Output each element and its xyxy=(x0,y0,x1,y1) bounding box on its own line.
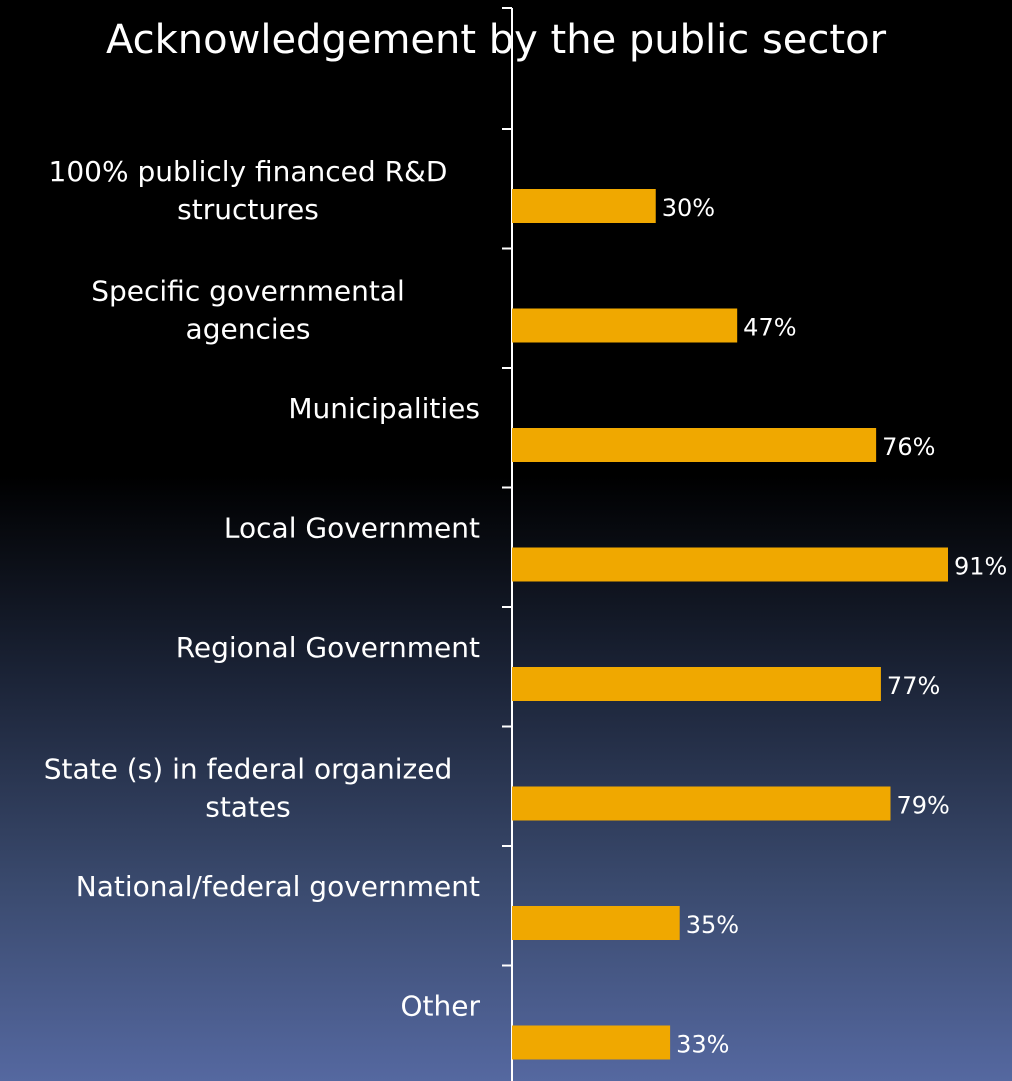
category-label: National/federal government xyxy=(76,870,480,903)
value-label: 77% xyxy=(887,672,940,700)
value-label: 30% xyxy=(662,194,715,222)
bar xyxy=(512,189,656,223)
value-label: 47% xyxy=(743,314,796,342)
category-label: State (s) in federal organized states xyxy=(44,753,453,824)
bar xyxy=(512,1025,671,1060)
value-label: 35% xyxy=(686,911,739,939)
bar xyxy=(512,786,891,821)
category-label: Local Government xyxy=(224,512,480,545)
bar xyxy=(512,667,881,701)
category-label: Specific governmental agencies xyxy=(91,275,405,346)
bar xyxy=(512,547,948,582)
bars xyxy=(512,189,948,1060)
category-axis xyxy=(502,7,513,1081)
category-label: Regional Government xyxy=(176,631,480,664)
value-label: 33% xyxy=(676,1031,729,1059)
chart-title: Acknowledgement by the public sector xyxy=(106,17,887,63)
bar xyxy=(512,308,738,343)
category-label: Municipalities xyxy=(288,392,480,425)
category-label: Other xyxy=(400,990,480,1023)
bar xyxy=(512,906,680,940)
category-label: 100% publicly financed R&D structures xyxy=(49,155,448,226)
value-label: 76% xyxy=(882,433,935,461)
value-labels: 30% 47% 76% 91% 77% 79% 35% 33% xyxy=(662,194,1008,1059)
category-labels: 100% publicly financed R&D structures Spec… xyxy=(44,155,481,1023)
value-label: 91% xyxy=(954,553,1007,581)
bar xyxy=(512,428,877,462)
value-label: 79% xyxy=(897,792,950,820)
